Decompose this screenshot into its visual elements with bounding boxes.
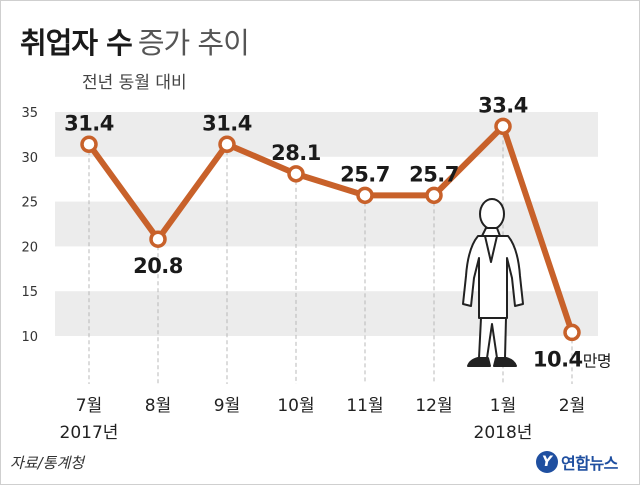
x-tick-label: 8월 xyxy=(145,396,171,416)
data-label: 20.8 xyxy=(133,254,183,278)
x-tick-label: 9월 xyxy=(214,396,240,416)
y-tick-label: 15 xyxy=(21,285,38,300)
x-tick-label: 11월 xyxy=(346,396,383,416)
y-tick-label: 25 xyxy=(21,196,38,211)
data-label: 25.7 xyxy=(340,162,390,186)
logo-mark-icon: Y xyxy=(536,451,558,473)
data-label: 25.7 xyxy=(409,162,459,186)
x-tick-label: 1월 xyxy=(490,396,516,416)
title-light: 증가 추이 xyxy=(137,26,250,60)
x-tick-label: 10월 xyxy=(277,396,314,416)
x-tick-label: 12월 xyxy=(415,396,452,416)
data-point xyxy=(80,135,98,154)
background-band xyxy=(55,112,598,157)
data-point xyxy=(218,135,236,154)
data-label: 31.4 xyxy=(64,111,114,135)
source-note: 자료/통계청 xyxy=(10,454,85,472)
y-tick-label: 30 xyxy=(21,151,38,166)
data-point xyxy=(287,165,305,183)
title-bold: 취업자 수 xyxy=(20,26,133,60)
data-point xyxy=(356,186,374,205)
data-label: 10.4만명 xyxy=(533,347,611,371)
person-illustration-icon xyxy=(462,198,524,367)
data-label: 31.4 xyxy=(202,111,252,135)
publisher-logo: Y 연합뉴스 xyxy=(536,450,618,474)
logo-text: 연합뉴스 xyxy=(561,454,618,473)
x-tick-label: 2월 xyxy=(559,396,585,416)
x-tick-label: 7월 xyxy=(76,396,102,416)
data-point xyxy=(149,230,167,248)
y-tick-label: 10 xyxy=(21,330,38,345)
data-point xyxy=(563,323,581,342)
y-tick-label: 20 xyxy=(21,240,38,255)
year-label: 2018년 xyxy=(474,423,533,443)
data-point xyxy=(425,186,443,205)
y-tick-label: 35 xyxy=(21,106,38,121)
data-label: 28.1 xyxy=(271,141,321,165)
chart-subtitle: 전년 동월 대비 xyxy=(82,73,187,93)
year-label: 2017년 xyxy=(60,423,119,443)
data-point xyxy=(494,117,512,136)
data-label: 33.4 xyxy=(478,93,528,117)
chart-title: 취업자 수 증가 추이 xyxy=(20,20,250,62)
series-line xyxy=(86,123,575,336)
unit-label: 만명 xyxy=(583,351,611,370)
